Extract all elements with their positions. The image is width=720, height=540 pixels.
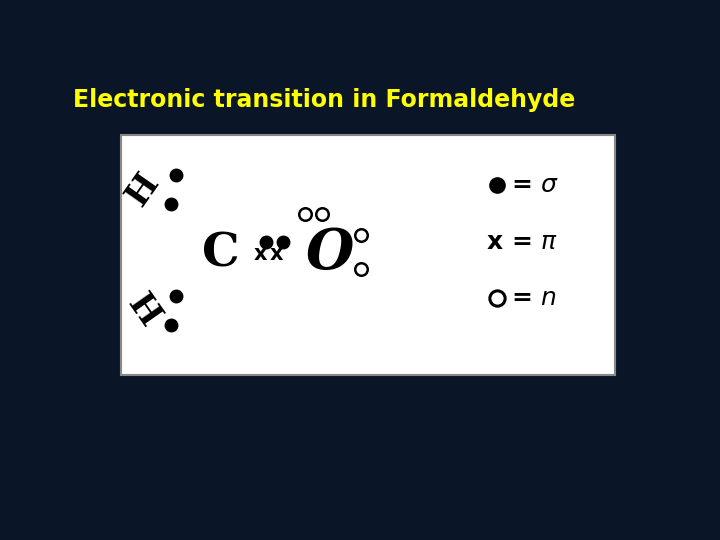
Text: = $\sigma$: = $\sigma$ [511,173,559,198]
Text: H: H [120,288,166,333]
FancyBboxPatch shape [121,136,615,375]
Text: x: x [487,230,503,253]
Text: = $\pi$: = $\pi$ [511,230,558,253]
Text: H: H [120,167,166,212]
Text: x: x [253,244,267,264]
Text: C: C [202,231,240,277]
Text: = $n$: = $n$ [511,286,557,309]
Text: Electronic transition in Formaldehyde: Electronic transition in Formaldehyde [73,88,575,112]
Text: x: x [270,244,284,264]
Text: O: O [306,226,354,281]
